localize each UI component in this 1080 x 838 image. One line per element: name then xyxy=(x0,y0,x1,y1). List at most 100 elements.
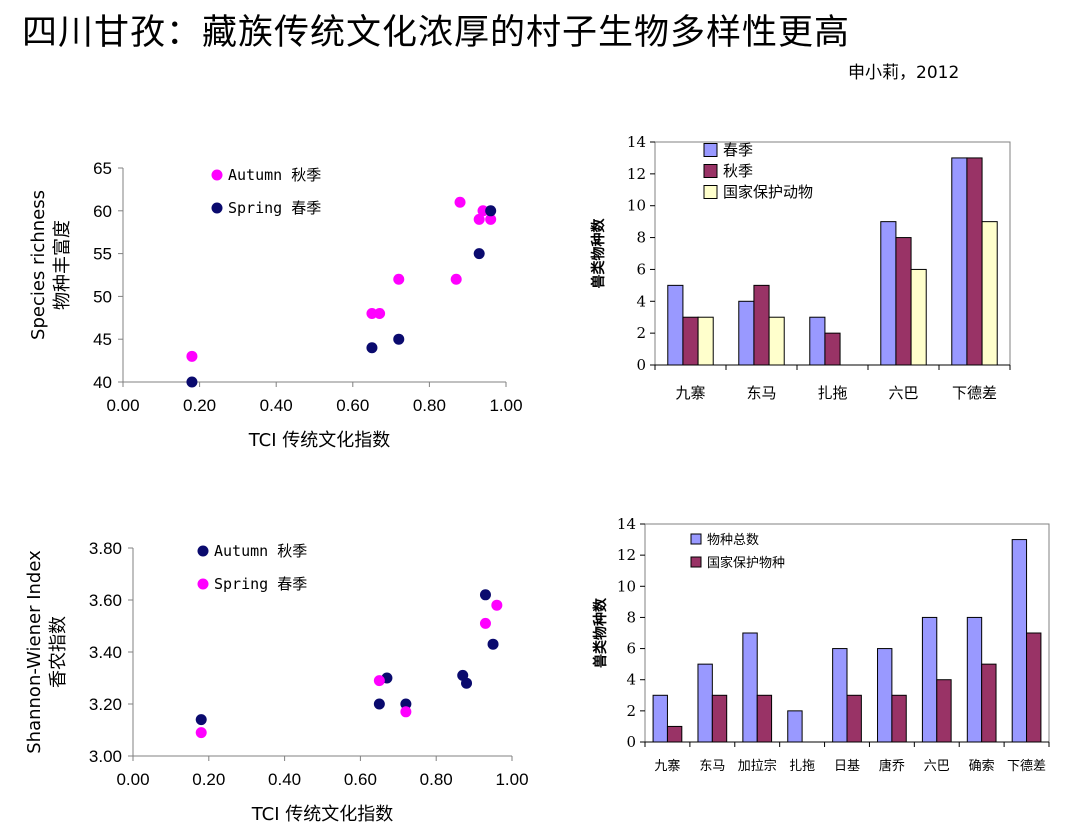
y-axis-label: 兽类物种数 xyxy=(592,597,609,668)
y-axis-label-cn: 香农指数 xyxy=(48,616,69,688)
bar xyxy=(1026,632,1042,743)
bar xyxy=(910,268,927,366)
y-axis-label: 兽类物种数 xyxy=(590,218,607,289)
bar xyxy=(981,221,998,366)
legend-swatch xyxy=(690,533,702,545)
bar xyxy=(921,616,938,743)
legend-swatch xyxy=(703,185,718,199)
y-tick-label: 6 xyxy=(636,260,646,278)
x-tick-label: 0.40 xyxy=(260,396,293,415)
y-tick-label: 12 xyxy=(627,165,646,183)
bar xyxy=(966,616,983,743)
legend-marker xyxy=(197,578,209,590)
y-tick-label: 0 xyxy=(626,733,636,751)
bar xyxy=(738,300,755,366)
y-tick-label: 50 xyxy=(93,287,112,306)
bar xyxy=(981,663,997,743)
y-tick-label: 8 xyxy=(626,608,636,626)
scatter-point-second-series xyxy=(491,599,503,611)
x-tick-label: 0.00 xyxy=(116,770,149,789)
x-category-label: 确索 xyxy=(969,759,995,774)
scatter-point-second-series xyxy=(485,205,497,217)
y-tick-label: 60 xyxy=(93,202,112,221)
y-tick-label: 40 xyxy=(93,373,112,392)
bar xyxy=(1011,539,1028,743)
y-tick-label: 12 xyxy=(617,546,636,564)
bar xyxy=(846,694,862,743)
y-tick-label: 8 xyxy=(636,229,646,247)
x-tick-label: 0.20 xyxy=(192,770,225,789)
bar xyxy=(809,316,826,366)
bar xyxy=(880,221,897,366)
x-category-label: 东马 xyxy=(746,384,776,402)
x-category-label: 扎拖 xyxy=(789,759,815,774)
x-category-label: 下德差 xyxy=(952,384,997,402)
legend-label: Autumn 秋季 xyxy=(214,542,307,560)
y-tick-label: 3.40 xyxy=(89,643,122,662)
bar xyxy=(891,694,907,743)
y-tick-label: 4 xyxy=(626,671,636,689)
y-tick-label: 65 xyxy=(93,159,112,178)
y-tick-label: 10 xyxy=(617,577,636,595)
scatter-point-second-series xyxy=(195,727,207,739)
y-tick-label: 14 xyxy=(627,133,646,151)
bar xyxy=(697,663,713,743)
y-tick-label: 3.60 xyxy=(89,591,122,610)
legend-label: Autumn 秋季 xyxy=(228,166,321,184)
x-category-label: 东马 xyxy=(699,759,725,774)
page-title: 四川甘孜：藏族传统文化浓厚的村子生物多样性更高 xyxy=(22,13,851,53)
bar xyxy=(756,694,773,743)
bar xyxy=(753,284,770,366)
bar xyxy=(742,632,758,743)
scatter-point-first-series xyxy=(373,698,385,710)
bar xyxy=(652,694,668,743)
x-tick-label: 0.60 xyxy=(336,396,369,415)
x-category-label: 六巴 xyxy=(924,759,950,774)
scatter-point-first-series xyxy=(374,308,386,320)
y-tick-label: 10 xyxy=(627,197,646,215)
author-citation: 申小莉，2012 xyxy=(848,63,960,83)
legend-marker xyxy=(211,202,223,214)
y-tick-label: 6 xyxy=(626,640,636,658)
legend-label: Spring 春季 xyxy=(214,575,307,593)
y-tick-label: 4 xyxy=(636,292,646,310)
bar xyxy=(768,316,785,366)
x-axis-label: TCI 传统文化指数 xyxy=(248,430,391,451)
y-tick-label: 2 xyxy=(636,324,646,342)
legend-label: 国家保护物种 xyxy=(707,555,785,571)
x-category-label: 六巴 xyxy=(888,384,918,402)
y-axis-label: Species richness xyxy=(28,190,49,340)
scatter-point-second-series xyxy=(373,675,385,687)
y-tick-label: 3.00 xyxy=(89,747,122,766)
x-tick-label: 0.60 xyxy=(344,770,377,789)
x-tick-label: 0.80 xyxy=(413,396,446,415)
legend-swatch xyxy=(703,143,718,157)
x-axis-label: TCI 传统文化指数 xyxy=(251,804,394,825)
legend-label: 国家保护动物 xyxy=(723,183,813,201)
bar xyxy=(895,237,912,366)
scatter-point-first-series xyxy=(393,273,405,285)
bar xyxy=(787,710,803,743)
bar xyxy=(824,332,841,366)
scatter-point-first-series xyxy=(454,196,466,208)
scatter-point-second-series xyxy=(473,248,485,260)
bar xyxy=(667,284,684,366)
bar xyxy=(682,316,699,366)
scatter-point-second-series xyxy=(186,376,198,388)
x-category-label: 九寨 xyxy=(654,758,680,774)
legend-label: Spring 春季 xyxy=(228,199,321,217)
x-tick-label: 0.00 xyxy=(106,396,139,415)
scatter-point-first-series xyxy=(479,589,491,601)
x-category-label: 九寨 xyxy=(675,384,705,402)
y-tick-label: 55 xyxy=(93,245,112,264)
scatter-point-second-series xyxy=(400,706,412,718)
x-category-label: 扎拖 xyxy=(817,384,847,402)
y-tick-label: 0 xyxy=(636,356,646,374)
bar xyxy=(666,725,683,743)
x-category-label: 下德差 xyxy=(1007,759,1046,774)
y-tick-label: 3.80 xyxy=(89,539,122,558)
legend-swatch xyxy=(703,164,718,178)
x-tick-label: 1.00 xyxy=(495,770,528,789)
bar xyxy=(936,679,952,743)
